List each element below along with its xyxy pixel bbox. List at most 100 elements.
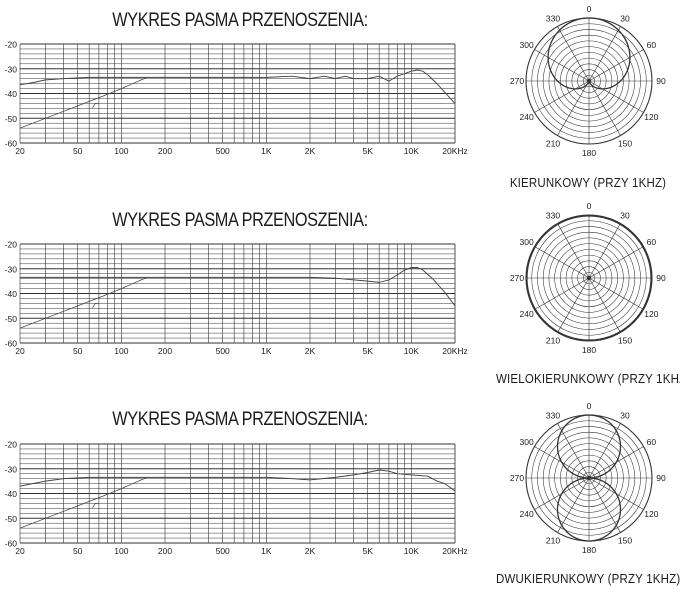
- polar-angle-label: 180: [582, 345, 596, 355]
- polar-angle-label: 180: [582, 148, 596, 158]
- y-tick-label: -40: [5, 489, 18, 499]
- y-tick-label: -40: [5, 89, 18, 99]
- frequency-response-line: [20, 267, 456, 307]
- chart-title-3: WYKRES PASMA PRZENOSZENIA:: [112, 409, 368, 430]
- polar-center: [586, 275, 592, 281]
- y-tick-label: -40: [5, 289, 18, 299]
- x-tick-label: 5K: [362, 546, 373, 556]
- polar-spoke: [557, 477, 590, 533]
- polar-angle-label: 270: [510, 273, 524, 283]
- rolloff-line: [19, 277, 148, 329]
- y-tick-label: -20: [5, 40, 18, 50]
- polar-angle-label: 330: [546, 211, 560, 221]
- polar-caption-3: DWUKIERUNKOWY (PRZY 1KHZ): [496, 572, 680, 586]
- polar-spoke: [588, 80, 621, 136]
- y-tick-label: -20: [5, 240, 18, 250]
- polar-spoke: [588, 277, 644, 310]
- polar-angle-label: 90: [656, 473, 666, 483]
- polar-angle-label: 30: [620, 411, 630, 421]
- polar-angle-label: 270: [510, 473, 524, 483]
- polar-spoke: [588, 49, 644, 82]
- polar-spoke: [557, 223, 590, 279]
- polar-angle-label: 150: [618, 138, 632, 148]
- polar-angle-label: 90: [656, 273, 666, 283]
- polar-angle-label: 330: [546, 411, 560, 421]
- polar-angle-label: 30: [620, 14, 630, 24]
- polar-pattern-chart-1: 0 30 60 90 120 150 180 210 240 270 300 330: [510, 4, 666, 158]
- polar-center: [586, 78, 592, 84]
- polar-angle-label: 270: [510, 76, 524, 86]
- polar-angle-label: 90: [656, 76, 666, 86]
- x-tick-label: 2K: [305, 346, 316, 356]
- y-tick-label: -50: [5, 114, 18, 124]
- y-tick-label: -30: [5, 464, 18, 474]
- rolloff-line: [19, 477, 148, 529]
- polar-pattern-line: [556, 414, 622, 542]
- curve-mark: [91, 303, 99, 309]
- polar-angle-label: 210: [546, 138, 560, 148]
- y-tick-label: -30: [5, 264, 18, 274]
- polar-spoke: [588, 26, 621, 82]
- x-tick-label: 10K: [404, 346, 419, 356]
- x-tick-label: 10K: [404, 546, 419, 556]
- x-tick-label: 5K: [362, 346, 373, 356]
- y-tick-label: -20: [5, 440, 18, 450]
- polar-spoke: [588, 223, 621, 279]
- polar-angle-label: 150: [618, 335, 632, 345]
- polar-spoke: [557, 80, 590, 136]
- rolloff-line: [19, 77, 148, 129]
- x-tick-label: 100: [114, 346, 128, 356]
- x-tick-label: 20: [15, 546, 25, 556]
- chart-title-2: WYKRES PASMA PRZENOSZENIA:: [112, 210, 368, 231]
- x-tick-label: 500: [216, 146, 230, 156]
- polar-angle-label: 120: [644, 509, 658, 519]
- frequency-response-line: [19, 469, 456, 492]
- polar-spoke: [557, 423, 590, 479]
- x-tick-label: 50: [73, 146, 83, 156]
- polar-spoke: [534, 246, 590, 279]
- polar-angle-label: 60: [647, 437, 657, 447]
- x-tick-label: 20KHz: [442, 546, 468, 556]
- x-tick-label: 2K: [305, 146, 316, 156]
- polar-spoke: [588, 80, 644, 113]
- curve-mark: [91, 103, 99, 109]
- polar-angle-label: 300: [520, 40, 534, 50]
- polar-angle-label: 240: [520, 509, 534, 519]
- x-tick-label: 20KHz: [442, 146, 468, 156]
- polar-center: [586, 475, 592, 481]
- x-tick-label: 500: [216, 546, 230, 556]
- polar-angle-label: 210: [546, 535, 560, 545]
- x-tick-label: 1K: [261, 146, 272, 156]
- x-tick-label: 2K: [305, 546, 316, 556]
- y-tick-label: -60: [5, 139, 18, 149]
- x-tick-label: 1K: [261, 346, 272, 356]
- polar-spoke: [534, 277, 590, 310]
- polar-angle-label: 30: [620, 211, 630, 221]
- polar-pattern-chart-2: 0 30 60 90 120 150 180 210 240 270 300 330: [510, 201, 666, 355]
- x-tick-label: 100: [114, 546, 128, 556]
- polar-spoke: [557, 277, 590, 333]
- y-tick-label: -50: [5, 314, 18, 324]
- x-tick-label: 50: [73, 346, 83, 356]
- x-tick-label: 200: [158, 146, 172, 156]
- polar-spoke: [588, 423, 621, 479]
- polar-spoke: [534, 49, 590, 82]
- x-tick-label: 20KHz: [442, 346, 468, 356]
- x-tick-label: 20: [15, 146, 25, 156]
- polar-angle-label: 60: [647, 40, 657, 50]
- x-tick-label: 50: [73, 546, 83, 556]
- y-tick-label: -60: [5, 539, 18, 549]
- x-tick-label: 20: [15, 346, 25, 356]
- polar-caption-2: WIELOKIERUNKOWY (PRZY 1KHZ): [496, 372, 680, 386]
- polar-angle-label: 150: [618, 535, 632, 545]
- polar-angle-label: 240: [520, 309, 534, 319]
- polar-spoke: [588, 246, 644, 279]
- polar-pattern-chart-3: 0 30 60 90 120 150 180 210 240 270 300 330: [510, 401, 666, 555]
- polar-angle-label: 120: [644, 309, 658, 319]
- x-tick-label: 500: [216, 346, 230, 356]
- chart-title-1: WYKRES PASMA PRZENOSZENIA:: [112, 10, 368, 31]
- polar-spoke: [534, 80, 590, 113]
- polar-angle-label: 0: [587, 201, 592, 211]
